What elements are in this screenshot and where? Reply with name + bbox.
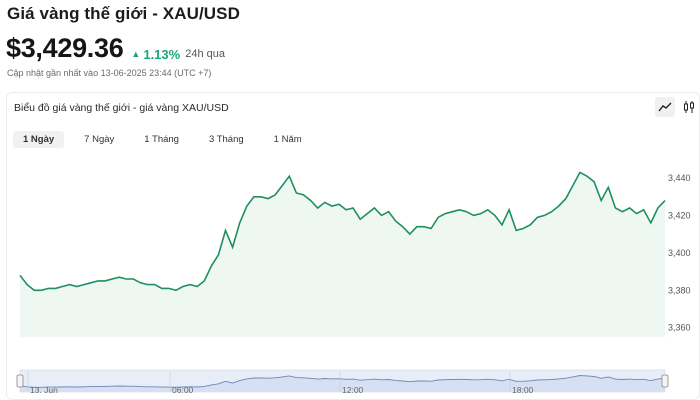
y-tick-label: 3,360 [668, 323, 691, 333]
candlestick-icon [684, 101, 694, 113]
line-chart-button[interactable] [655, 97, 675, 117]
price-change: ▲ 1.13% [131, 47, 180, 62]
navigator-time-label: 18:00 [512, 385, 534, 395]
y-tick-label: 3,380 [668, 285, 691, 295]
line-chart-icon [658, 102, 672, 112]
navigator-time-label: 13. Jun [30, 385, 58, 395]
range-tabs: 1 Ngày 7 Ngày 1 Tháng 3 Tháng 1 Năm [13, 131, 322, 148]
navigator[interactable]: 13. Jun 06:00 12:00 18:00 [16, 369, 669, 395]
tab-3-months[interactable]: 3 Tháng [208, 134, 244, 145]
navigator-line [19, 375, 666, 388]
price-line [19, 171, 666, 292]
y-tick-label: 3,440 [668, 173, 691, 183]
chart-title: Biểu đồ giá vàng thế giới - giá vàng XAU… [14, 102, 229, 114]
navigator-handle-right[interactable] [661, 374, 669, 388]
change-period: 24h qua [185, 48, 225, 60]
page-title: Giá vàng thế giới - XAU/USD [7, 4, 240, 23]
current-price: $3,429.36 [6, 33, 124, 63]
candlestick-button[interactable] [679, 97, 699, 117]
tab-1-day[interactable]: 1 Ngày [13, 131, 65, 148]
tab-7-days[interactable]: 7 Ngày [84, 134, 115, 145]
y-tick-label: 3,420 [668, 210, 691, 220]
tab-1-year[interactable]: 1 Năm [273, 134, 302, 145]
y-tick-label: 3,400 [668, 248, 691, 258]
price-row: $3,429.36 ▲ 1.13% 24h qua [6, 33, 225, 64]
price-area [20, 172, 665, 337]
change-percent: 1.13% [143, 46, 181, 62]
tab-1-month[interactable]: 1 Tháng [144, 134, 179, 145]
navigator-area [20, 375, 665, 392]
navigator-time-label: 12:00 [342, 385, 364, 395]
triangle-up-icon: ▲ [131, 49, 141, 59]
navigator-handle-left[interactable] [16, 374, 24, 388]
navigator-time-label: 06:00 [172, 385, 194, 395]
last-updated: Cập nhật gần nhất vào 13-06-2025 23:44 (… [7, 68, 212, 78]
